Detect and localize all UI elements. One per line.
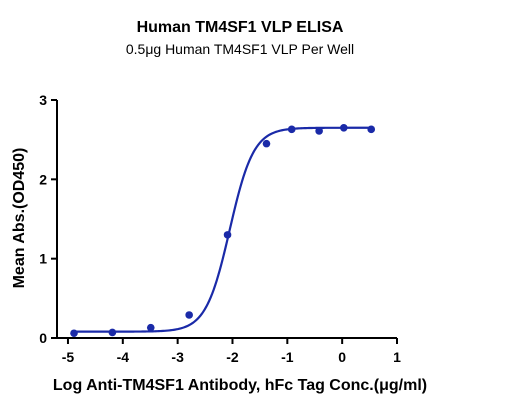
x-axis-label: Log Anti-TM4SF1 Antibody, hFc Tag Conc.(… xyxy=(53,377,427,394)
data-point xyxy=(262,139,271,148)
x-tick-label: -5 xyxy=(62,349,75,365)
fit-curve-layer xyxy=(74,126,372,333)
data-point xyxy=(223,231,232,239)
x-tick-label: -1 xyxy=(281,349,294,365)
data-points-layer xyxy=(70,123,376,338)
axes: 0 1 2 3 -5 -4 -3 -2 -1 0 1 xyxy=(39,92,401,365)
data-point xyxy=(146,323,155,332)
x-tick-label: -2 xyxy=(226,349,239,365)
y-tick-label: 3 xyxy=(39,92,47,108)
chart-subtitle: 0.5μg Human TM4SF1 VLP Per Well xyxy=(126,41,354,57)
data-point xyxy=(185,311,193,319)
data-point xyxy=(287,125,296,134)
y-tick-label: 1 xyxy=(39,251,47,267)
data-point xyxy=(70,329,78,338)
data-point xyxy=(108,328,117,337)
x-tick-label: -3 xyxy=(171,349,184,365)
fit-curve xyxy=(74,126,372,333)
data-point xyxy=(367,125,376,134)
data-point xyxy=(340,123,348,132)
data-point xyxy=(315,127,323,135)
y-axis-label: Mean Abs.(OD450) xyxy=(11,148,28,289)
y-tick-label: 0 xyxy=(39,330,47,346)
x-tick-label: 1 xyxy=(393,349,401,365)
x-tick-label: -4 xyxy=(117,349,130,365)
y-tick-label: 2 xyxy=(39,171,47,187)
chart-title: Human TM4SF1 VLP ELISA xyxy=(137,19,344,36)
x-tick-label: 0 xyxy=(338,349,346,365)
